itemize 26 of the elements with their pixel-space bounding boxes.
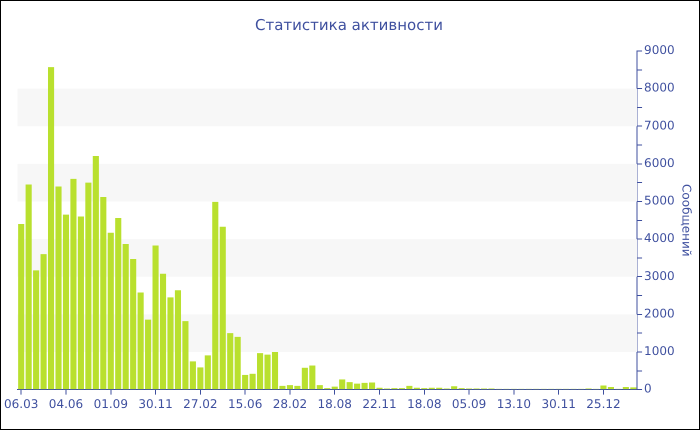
y-tick-label: 5000 [644, 194, 675, 208]
y-tick-label: 2000 [644, 306, 675, 320]
x-tick-label: 05.09 [452, 396, 486, 411]
x-tick-label: 28.02 [272, 396, 308, 411]
y-axis-title: Сообщений [680, 184, 694, 257]
x-tick-label: 06.03 [4, 396, 38, 411]
x-tick-label: 18.08 [318, 396, 352, 411]
y-tick-label: 1000 [644, 344, 675, 358]
y-tick-label: 3000 [644, 268, 675, 283]
y-tick-label: 7000 [644, 118, 675, 132]
x-tick-label: 04.06 [48, 396, 84, 411]
x-tick-label: 15.06 [228, 396, 262, 411]
y-tick-label: 0 [644, 382, 652, 396]
x-tick-label: 25.12 [586, 396, 621, 411]
y-tick-label: 4000 [644, 231, 675, 246]
x-tick-label: 18.08 [407, 396, 442, 411]
chart-title: Статистика активности [255, 16, 443, 34]
x-tick-label: 22.11 [362, 396, 397, 411]
x-tick-label: 01.09 [94, 396, 128, 411]
y-tick-label: 8000 [644, 80, 675, 95]
y-tick-label: 9000 [644, 43, 675, 58]
x-tick-label: 30.11 [541, 396, 576, 411]
x-tick-label: 30.11 [138, 396, 173, 411]
x-tick-label: 27.02 [183, 396, 218, 411]
y-tick-label: 6000 [644, 156, 675, 170]
x-tick-label: 13.10 [496, 396, 532, 411]
